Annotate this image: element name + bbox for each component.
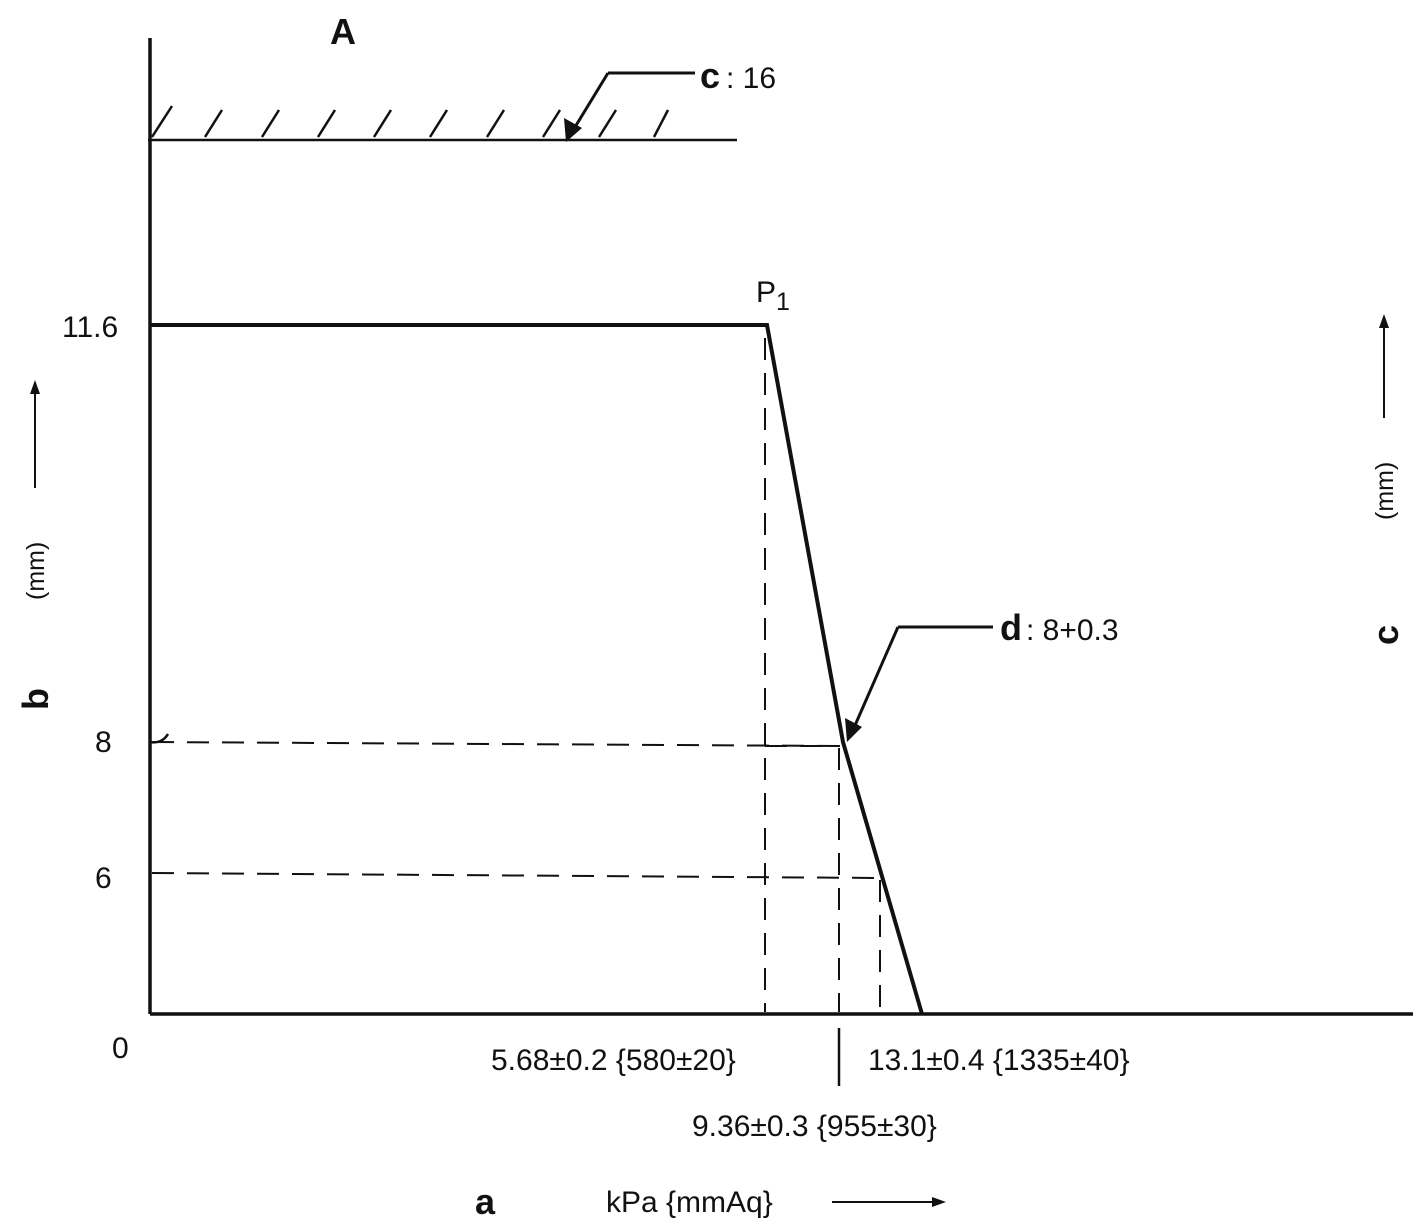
c-callout-letter: c [700,55,720,96]
tick-8-mark [149,733,170,744]
d-callout-value: : 8+0.3 [1026,614,1119,647]
right-axis-arrow-icon [1379,314,1389,418]
right-axis-unit: (mm) [1371,462,1399,520]
d-callout-arrowhead [845,718,862,742]
c-callout-value: : 16 [726,62,776,95]
right-axis-letter: c [1365,625,1406,645]
x-annotation-13.1: 13.1±0.4 {1335±40} [868,1044,1130,1077]
x-annotation-5.68: 5.68±0.2 {580±20} [491,1044,736,1077]
x-annotation-9.36: 9.36±0.3 {955±30} [692,1110,937,1143]
diagram-title: A [330,11,356,52]
d-callout-letter: d [1000,607,1022,648]
x-axis-unit: kPa {mmAq} [606,1186,773,1219]
x-axis-arrow-icon [832,1197,946,1207]
p1-label: P1 [756,276,790,316]
x-axis-letter: a [475,1181,496,1222]
y-axis-arrow-icon [30,380,40,488]
y-axis-label-right: c (mm) [1365,314,1406,645]
c-callout-arrowhead [564,118,582,142]
y-tick-6: 6 [95,862,112,895]
y-tick-11.6: 11.6 [62,311,118,344]
y-axis-unit: (mm) [22,542,50,600]
c-callout: c : 16 [564,55,776,142]
y-tick-8: 8 [95,726,112,759]
y-tick-0: 0 [112,1032,129,1065]
dashed-guides [151,338,883,1012]
d-callout: d : 8+0.3 [845,607,1119,742]
y-axis-letter: b [15,688,56,710]
upper-limit-hatched-line [148,105,737,142]
y-axis-label-left: b (mm) [15,380,56,710]
characteristic-curve [150,323,924,1015]
